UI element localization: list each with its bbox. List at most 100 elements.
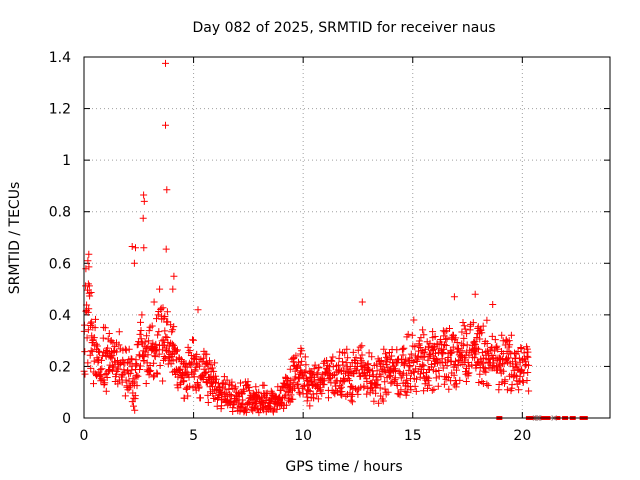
data-point — [241, 404, 249, 412]
data-point — [131, 406, 139, 414]
data-point — [412, 387, 420, 395]
data-point — [137, 318, 144, 326]
data-point — [237, 379, 244, 387]
data-point — [310, 365, 318, 373]
data-point — [125, 345, 133, 353]
data-point — [103, 374, 111, 381]
data-point — [424, 356, 432, 364]
data-point — [102, 387, 110, 395]
data-point — [372, 389, 380, 397]
data-point — [113, 348, 121, 356]
data-point — [161, 313, 169, 320]
data-point — [143, 344, 151, 352]
data-point — [314, 395, 322, 403]
data-point — [190, 336, 197, 344]
data-point — [356, 343, 364, 351]
data-point — [301, 369, 309, 376]
data-point — [424, 384, 431, 392]
data-point — [315, 364, 323, 372]
data-point — [140, 352, 148, 360]
data-point — [196, 362, 204, 370]
data-point — [163, 308, 171, 316]
data-point — [478, 329, 486, 337]
data-point — [447, 349, 455, 357]
data-point — [377, 357, 385, 364]
data-point — [320, 377, 328, 385]
data-point — [443, 335, 451, 343]
data-point — [152, 340, 160, 348]
data-point — [151, 346, 159, 354]
data-point — [417, 334, 425, 342]
data-point — [358, 342, 366, 350]
data-point — [483, 340, 491, 347]
data-point — [150, 359, 158, 367]
data-point — [524, 369, 532, 376]
data-point — [476, 370, 484, 378]
data-point — [292, 352, 300, 360]
data-point — [212, 372, 220, 380]
data-point-outlier — [410, 316, 418, 324]
data-point — [280, 393, 288, 401]
data-point — [209, 382, 216, 390]
data-point — [328, 357, 336, 365]
data-point — [500, 360, 508, 368]
data-point — [114, 380, 122, 388]
data-point — [289, 395, 297, 403]
data-point — [460, 322, 468, 330]
data-point — [348, 382, 356, 390]
data-point — [396, 391, 404, 399]
data-point — [201, 370, 209, 378]
data-point — [148, 322, 156, 330]
data-point — [511, 371, 519, 379]
data-point — [365, 349, 373, 357]
data-point — [133, 371, 141, 379]
data-point — [415, 337, 423, 345]
data-point — [143, 332, 151, 340]
data-point — [110, 363, 118, 371]
data-point — [386, 372, 394, 380]
data-point — [346, 377, 353, 385]
data-point — [411, 343, 419, 351]
data-point — [352, 354, 360, 362]
data-point — [142, 380, 150, 387]
data-point — [453, 339, 461, 346]
data-point — [91, 324, 99, 332]
y-tick-label: 0 — [62, 411, 71, 427]
data-point — [87, 364, 95, 372]
data-point — [400, 344, 408, 352]
data-point — [262, 390, 270, 398]
data-point — [418, 361, 426, 369]
data-point-outlier — [150, 298, 158, 306]
data-point — [111, 358, 119, 366]
x-tick-label: 10 — [294, 428, 312, 444]
data-point — [411, 382, 419, 390]
y-tick-label: 0.6 — [49, 256, 71, 272]
data-point — [348, 392, 356, 400]
data-point — [193, 350, 201, 358]
data-point — [460, 334, 468, 342]
data-point — [133, 361, 141, 369]
data-point — [105, 366, 113, 373]
data-point — [338, 388, 346, 396]
data-point — [347, 396, 355, 404]
data-point — [295, 375, 303, 383]
data-point — [420, 331, 428, 339]
data-point — [434, 382, 442, 390]
y-tick-label: 0.4 — [49, 308, 71, 324]
data-point — [252, 383, 260, 391]
data-point — [446, 325, 453, 332]
data-point — [464, 372, 472, 380]
data-point — [130, 378, 138, 386]
data-point — [488, 332, 496, 340]
data-point — [87, 347, 95, 355]
data-point — [428, 386, 436, 394]
data-point — [154, 331, 162, 339]
data-point — [133, 382, 141, 390]
data-point — [115, 328, 123, 336]
data-point — [329, 363, 337, 371]
data-point — [484, 382, 492, 389]
data-point — [147, 367, 155, 375]
data-point — [517, 345, 525, 352]
data-point — [93, 342, 101, 350]
